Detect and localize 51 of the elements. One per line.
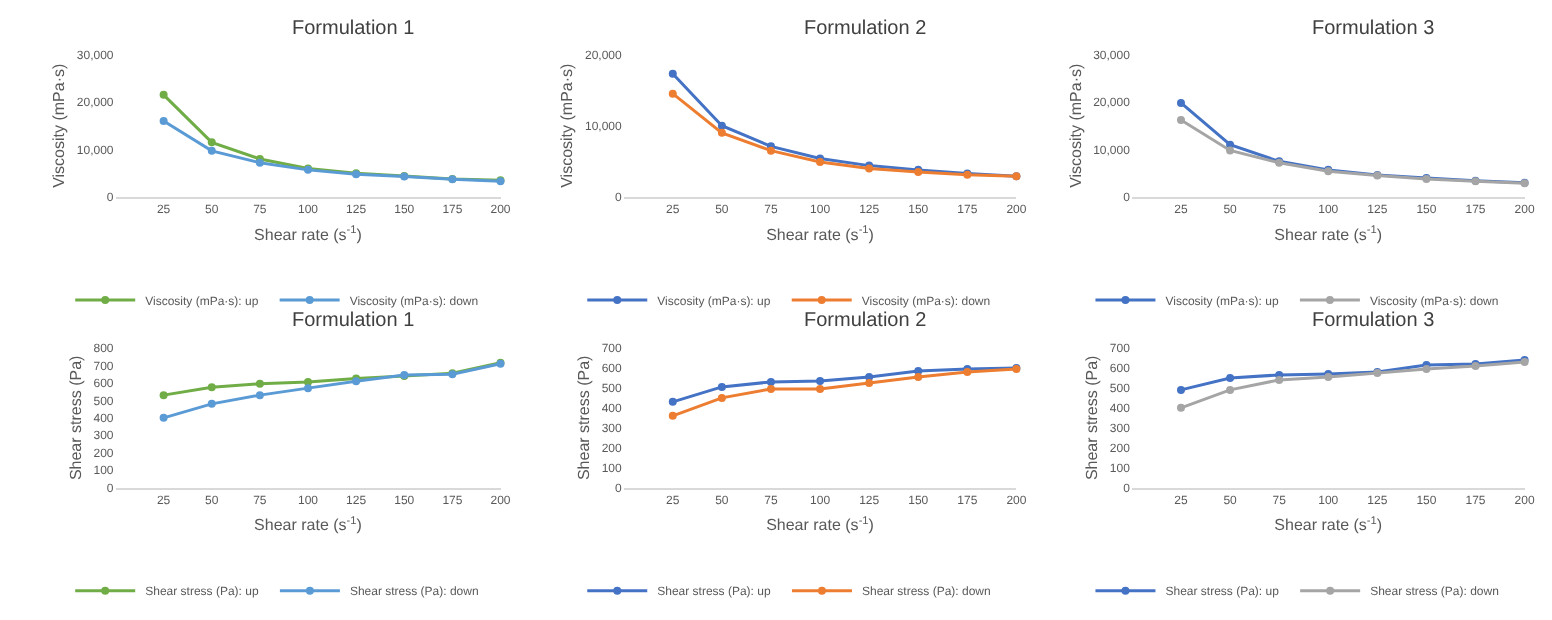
point xyxy=(1176,116,1185,125)
point xyxy=(1226,385,1235,394)
point xyxy=(717,128,726,137)
point xyxy=(668,411,677,420)
x-axis-title: Shear rate (s$^{-1}$) xyxy=(254,515,363,535)
point xyxy=(717,121,726,130)
point xyxy=(207,138,216,147)
chart-title: Formulation 1 xyxy=(292,310,416,332)
point xyxy=(1176,385,1185,394)
point xyxy=(207,383,216,392)
point xyxy=(159,90,168,99)
y-axis-title: Shear stress (Pa) xyxy=(1083,354,1102,481)
point xyxy=(207,146,216,155)
y-axis-title: Shear stress (Pa) xyxy=(575,354,594,481)
point xyxy=(668,69,677,78)
point xyxy=(816,376,825,385)
point xyxy=(1226,146,1235,155)
point xyxy=(816,384,825,393)
point xyxy=(668,89,677,98)
point xyxy=(1226,373,1235,382)
chart-title: Formulation 3 xyxy=(1312,18,1436,40)
x-axis-title: Shear rate (s$^{-1}$) xyxy=(766,224,875,244)
x-axis-title: Shear rate (s$^{-1}$) xyxy=(766,515,875,535)
point xyxy=(159,413,168,422)
point xyxy=(1275,375,1284,384)
y-axis-title: Viscosity (mPa·s) xyxy=(558,62,577,188)
chart-title: Formulation 3 xyxy=(1312,310,1436,332)
point xyxy=(207,399,216,408)
point xyxy=(255,379,264,388)
point xyxy=(304,384,312,393)
point xyxy=(1176,98,1185,107)
point xyxy=(159,116,168,125)
point xyxy=(914,372,923,381)
chart-title: Formulation 2 xyxy=(804,18,928,40)
point xyxy=(717,393,726,402)
x-axis-title: Shear rate (s$^{-1}$) xyxy=(1274,224,1383,244)
point xyxy=(766,377,775,386)
y-axis-title: Shear stress (Pa) xyxy=(66,354,85,481)
chart-title: Formulation 2 xyxy=(804,310,928,332)
point xyxy=(668,397,677,406)
point xyxy=(766,384,775,393)
point xyxy=(255,391,264,400)
x-axis-title: Shear rate (s$^{-1}$) xyxy=(1274,515,1383,535)
y-axis-title: Viscosity (mPa·s) xyxy=(50,62,69,188)
point xyxy=(717,382,726,391)
point xyxy=(1176,403,1185,412)
point xyxy=(865,378,874,387)
point xyxy=(159,391,168,400)
chart-title: Formulation 1 xyxy=(292,18,416,40)
y-axis-title: Viscosity (mPa·s) xyxy=(1066,62,1085,188)
x-axis-title: Shear rate (s$^{-1}$) xyxy=(254,224,363,244)
